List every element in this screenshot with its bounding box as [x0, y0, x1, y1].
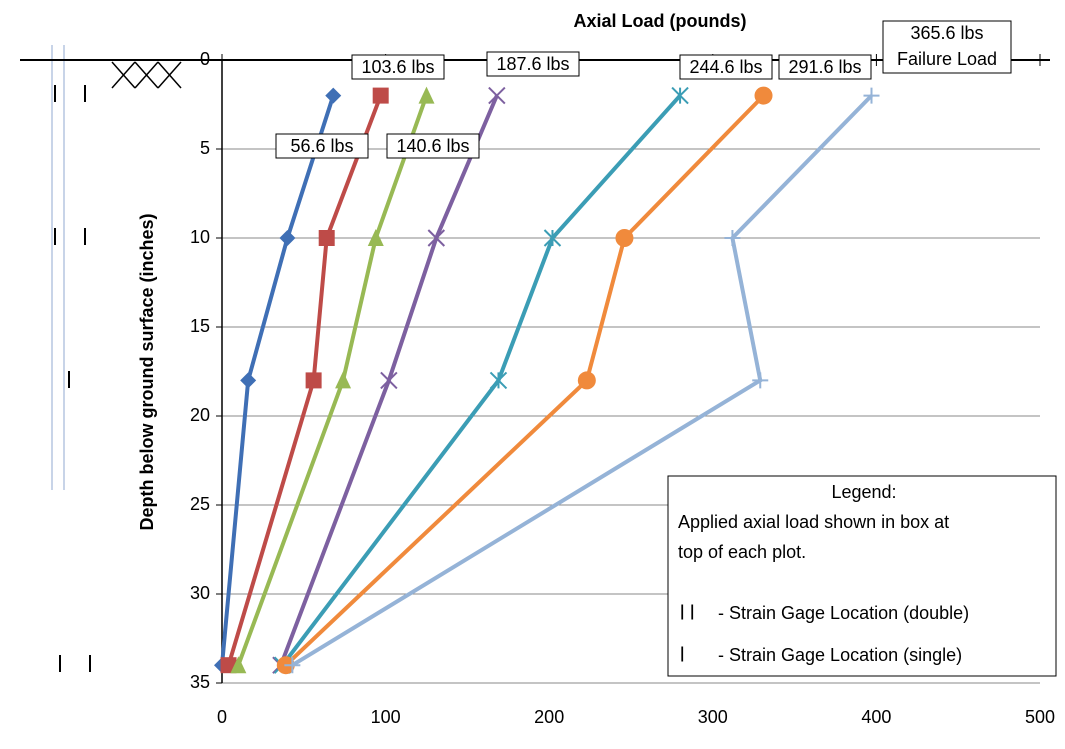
point — [671, 86, 689, 105]
x-tick-label: 200 — [534, 707, 564, 727]
ground-hatch — [111, 61, 182, 89]
point — [284, 657, 301, 674]
legend-box — [667, 475, 1057, 677]
x-tick-label: 300 — [698, 707, 728, 727]
legend-text: Applied axial load shown in box at — [678, 512, 949, 532]
point — [305, 372, 322, 389]
legend-title: Legend: — [831, 482, 896, 502]
series-line — [280, 94, 682, 667]
y-tick-label: 5 — [200, 138, 210, 158]
load-label: 244.6 lbs — [689, 57, 762, 77]
gage-marks — [54, 85, 91, 672]
x-tick-label: 100 — [371, 707, 401, 727]
point — [240, 372, 257, 389]
series-line — [284, 94, 765, 667]
point — [724, 230, 741, 246]
load-label-box — [882, 20, 1012, 74]
y-axis-label: Depth below ground surface (inches) — [137, 213, 157, 530]
point — [279, 230, 296, 246]
load-label-box — [679, 54, 773, 80]
point — [318, 230, 335, 246]
point — [367, 229, 384, 246]
load-label-box — [486, 51, 580, 77]
y-tick-label: 20 — [190, 405, 210, 425]
x-tick-label: 0 — [217, 707, 227, 727]
point — [754, 86, 773, 105]
point — [577, 371, 596, 390]
load-label: 291.6 lbs — [788, 57, 861, 77]
point — [325, 87, 342, 104]
load-label: 365.6 lbs — [910, 23, 983, 43]
y-tick-label: 25 — [190, 494, 210, 514]
load-label-box — [351, 54, 445, 80]
legend-symbol: l — [680, 644, 684, 666]
point — [488, 86, 506, 105]
series-line — [220, 94, 336, 666]
load-label-box — [275, 133, 369, 159]
failure-label: Failure Load — [897, 49, 997, 69]
legend-item: - Strain Gage Location (double) — [718, 603, 969, 623]
series-line — [226, 94, 383, 666]
load-label: 187.6 lbs — [496, 54, 569, 74]
point — [427, 229, 446, 247]
pile-schematic — [51, 45, 65, 490]
load-label: 140.6 lbs — [396, 136, 469, 156]
series-line — [279, 94, 499, 666]
y-tick-label: 10 — [190, 227, 210, 247]
load-label: 103.6 lbs — [361, 57, 434, 77]
point — [543, 229, 562, 247]
load-label: 56.6 lbs — [290, 136, 353, 156]
legend-symbol: l l — [680, 602, 694, 624]
series-line — [236, 94, 429, 666]
load-label-box — [386, 133, 480, 159]
point — [372, 87, 389, 104]
y-tick-label: 30 — [190, 583, 210, 603]
point — [418, 86, 435, 104]
point — [335, 371, 352, 389]
y-tick-label: 15 — [190, 316, 210, 336]
y-tick-label: 0 — [200, 49, 210, 69]
point — [489, 371, 508, 390]
series-line — [291, 94, 873, 667]
x-tick-label: 400 — [861, 707, 891, 727]
point — [863, 87, 880, 104]
point — [380, 371, 398, 390]
point — [752, 372, 769, 389]
chart-title: Axial Load (pounds) — [574, 11, 747, 31]
legend-item: - Strain Gage Location (single) — [718, 645, 962, 665]
point — [230, 656, 247, 674]
x-tick-label: 500 — [1025, 707, 1055, 727]
point — [615, 229, 634, 247]
load-label-box — [778, 54, 872, 80]
legend-text: top of each plot. — [678, 542, 806, 562]
y-tick-label: 35 — [190, 672, 210, 692]
